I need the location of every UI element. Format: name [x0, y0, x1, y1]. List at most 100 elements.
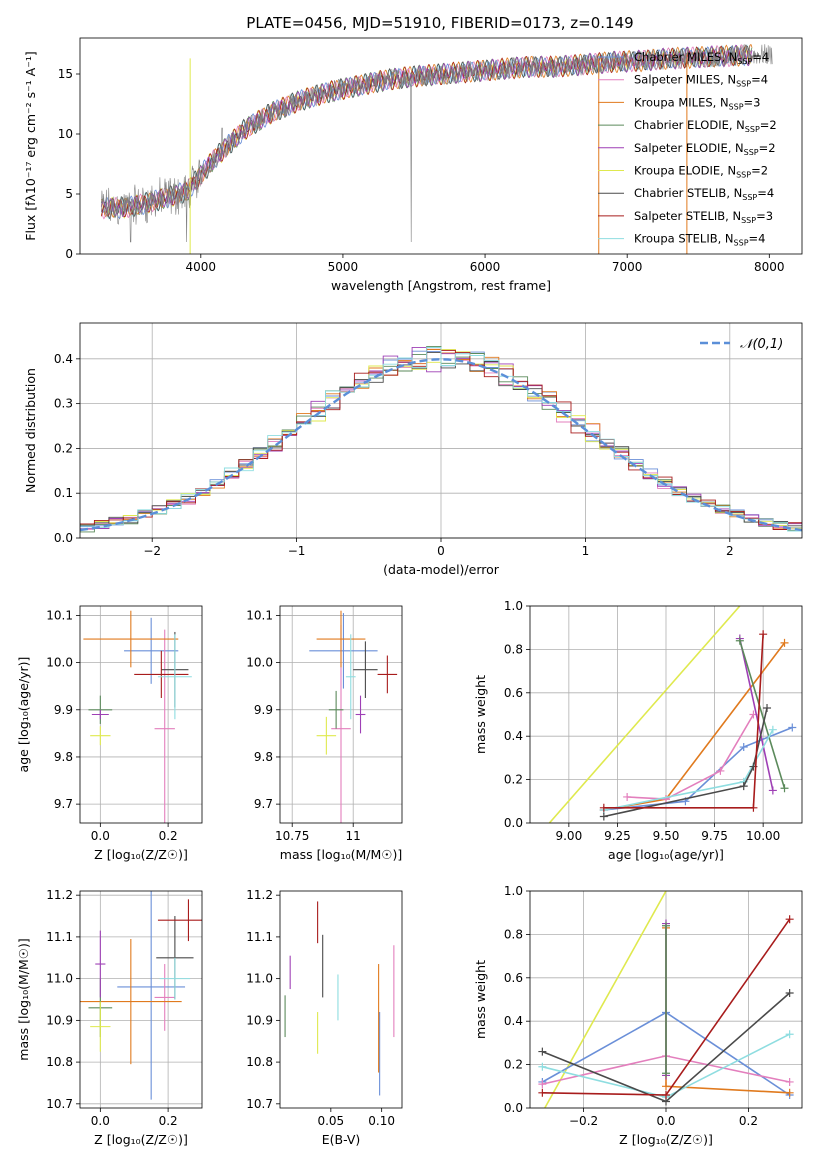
- data-spectrum-line: [101, 43, 773, 243]
- age_vs_mass-axes: 10.75 11 9.7 9.8 9.9 10.0 10.1 mass [log₁₀(M/M☉…: [246, 605, 403, 862]
- mass-weight-line: [739, 638, 774, 791]
- legend-label: 𝒩(0,1): [740, 337, 783, 352]
- y-tick-label: 11.0: [246, 972, 273, 986]
- y-tick-label: 10.8: [46, 1055, 73, 1069]
- legend-subscript: SSP: [742, 193, 757, 202]
- y-tick-label: 11.2: [246, 888, 273, 902]
- axes-frame: [79, 37, 803, 255]
- x-axis-label: wavelength [Angstrom, rest frame]: [331, 278, 551, 293]
- x-tick-label: 0.2: [159, 1114, 178, 1128]
- age_vs_Z-axes: 0.0 0.2 9.7 9.8 9.9 10.0 10.1 Z [log₁₀(Z/Z☉)] ag…: [16, 605, 203, 862]
- x-tick-label: 0.2: [159, 829, 178, 843]
- mass-weight-marker: [739, 782, 748, 791]
- mass-weight-marker: [785, 1030, 794, 1039]
- x-tick-label: 0.2: [739, 1114, 758, 1128]
- x-tick-label: 5000: [328, 260, 359, 274]
- y-tick-label: 0.6: [504, 971, 523, 985]
- y-tick-label: 10.9: [246, 1013, 273, 1027]
- x-tick-label: 11: [346, 829, 361, 843]
- mass-weight-marker: [759, 630, 768, 639]
- y-tick-label: 0.0: [504, 1101, 523, 1115]
- mass_weight_vs_age-axes: 9.00 9.25 9.50 9.75 10.00 0.0 0.2 0.4 0.6 0.8 1.0 a…: [473, 599, 803, 862]
- x-tick-label: 9.25: [604, 829, 631, 843]
- legend-subscript: SSP: [736, 80, 751, 89]
- axes-frame: [279, 605, 403, 824]
- y-tick-label: 9.8: [254, 750, 273, 764]
- residuals-plot: [80, 346, 802, 533]
- mass-weight-marker: [785, 988, 794, 997]
- figure-title: PLATE=0456, MJD=51910, FIBERID=0173, z=0…: [246, 14, 633, 32]
- y-tick-label: 1.0: [504, 599, 523, 613]
- y-tick-label: 10.0: [46, 656, 73, 670]
- legend-subscript: SSP: [745, 125, 760, 134]
- mass_vs_EBV-plot: [284, 901, 395, 1096]
- x-tick-label: 2: [726, 544, 734, 558]
- mass-weight-marker: [599, 803, 608, 812]
- y-axis-label: mass weight: [473, 675, 488, 754]
- x-axis-label: Z [log₁₀(Z/Z☉)]: [619, 1132, 713, 1147]
- mass-weight-marker: [768, 786, 777, 795]
- y-tick-label: 0.8: [504, 642, 523, 656]
- mass-weight-marker: [780, 784, 789, 793]
- axes-frame: [529, 605, 803, 824]
- legend-label: Chabrier MILES, NSSP=4: [634, 50, 769, 66]
- y-tick-label: 11.0: [46, 972, 73, 986]
- y-tick-label: 0.4: [504, 729, 523, 743]
- y-tick-label: 0.0: [54, 531, 73, 545]
- x-tick-label: 0.10: [368, 1114, 395, 1128]
- legend-count: =4: [749, 232, 766, 246]
- x-tick-label: 4000: [186, 260, 217, 274]
- y-tick-label: 0.2: [54, 441, 73, 455]
- x-tick-label: 9.00: [555, 829, 582, 843]
- mass-weight-marker: [662, 795, 670, 804]
- mass-weight-marker: [780, 638, 789, 647]
- legend-subscript: SSP: [729, 102, 744, 111]
- x-axis-label: mass [log₁₀(M/M☉)]: [280, 847, 402, 862]
- mass_vs_Z-axes: 0.0 0.2 10.7 10.8 10.9 11.0 11.1 11.2 Z [log₁₀(Z…: [16, 888, 203, 1147]
- legend-label: Salpeter STELIB, NSSP=3: [634, 209, 773, 225]
- axes-frame: [79, 890, 203, 1109]
- mass-weight-marker: [662, 1069, 670, 1078]
- y-tick-label: 0: [65, 247, 73, 261]
- histogram-step: [80, 347, 802, 532]
- spectrum-plot: [100, 43, 773, 254]
- x-tick-label: 10.75: [275, 829, 309, 843]
- y-tick-label: 10.0: [246, 656, 273, 670]
- y-tick-label: 0.2: [504, 773, 523, 787]
- y-tick-label: 0.0: [504, 816, 523, 830]
- mass-weight-marker: [662, 1082, 670, 1091]
- normal-curve: [80, 358, 802, 532]
- y-tick-label: 11.1: [46, 930, 73, 944]
- y-axis-label: Flux [fλ10⁻¹⁷ erg cm⁻² s⁻¹ A⁻¹]: [23, 51, 38, 240]
- y-tick-label: 10.1: [246, 608, 273, 622]
- mass_vs_EBV-axes: 0.05 0.10 10.7 10.8 10.9 11.0 11.1 11.2 E(B-V): [246, 888, 403, 1147]
- mass_weight_vs_age-plot: [548, 606, 797, 823]
- legend-label: Salpeter MILES, NSSP=4: [634, 73, 768, 89]
- y-tick-label: 0.2: [504, 1058, 523, 1072]
- y-tick-label: 0.1: [54, 486, 73, 500]
- x-axis-label: Z [log₁₀(Z/Z☉)]: [94, 1132, 188, 1147]
- x-tick-label: −2: [143, 544, 161, 558]
- mass-weight-line: [603, 707, 768, 818]
- legend-label: Kroupa STELIB, NSSP=4: [634, 232, 765, 248]
- x-tick-label: 8000: [754, 260, 785, 274]
- y-axis-label: Normed distribution: [23, 368, 38, 493]
- x-tick-label: 10.00: [746, 829, 780, 843]
- legend-count: =2: [759, 141, 776, 155]
- y-tick-label: 5: [65, 187, 73, 201]
- legend-count: =4: [751, 73, 768, 87]
- x-tick-label: 6000: [470, 260, 501, 274]
- y-tick-label: 0.6: [504, 686, 523, 700]
- x-tick-label: 0.0: [91, 1114, 110, 1128]
- y-tick-label: 11.1: [246, 930, 273, 944]
- mass_vs_Z-plot: [80, 891, 202, 1100]
- y-tick-label: 10: [58, 127, 73, 141]
- y-tick-label: 9.7: [254, 797, 273, 811]
- y-tick-label: 10.1: [46, 608, 73, 622]
- mass-weight-marker: [785, 915, 794, 924]
- legend-label: Kroupa ELODIE, NSSP=2: [634, 164, 768, 180]
- x-tick-label: 0.0: [656, 1114, 675, 1128]
- x-axis-label: age [log₁₀(age/yr)]: [608, 847, 724, 862]
- y-tick-label: 15: [58, 67, 73, 81]
- mass-weight-marker: [735, 636, 744, 645]
